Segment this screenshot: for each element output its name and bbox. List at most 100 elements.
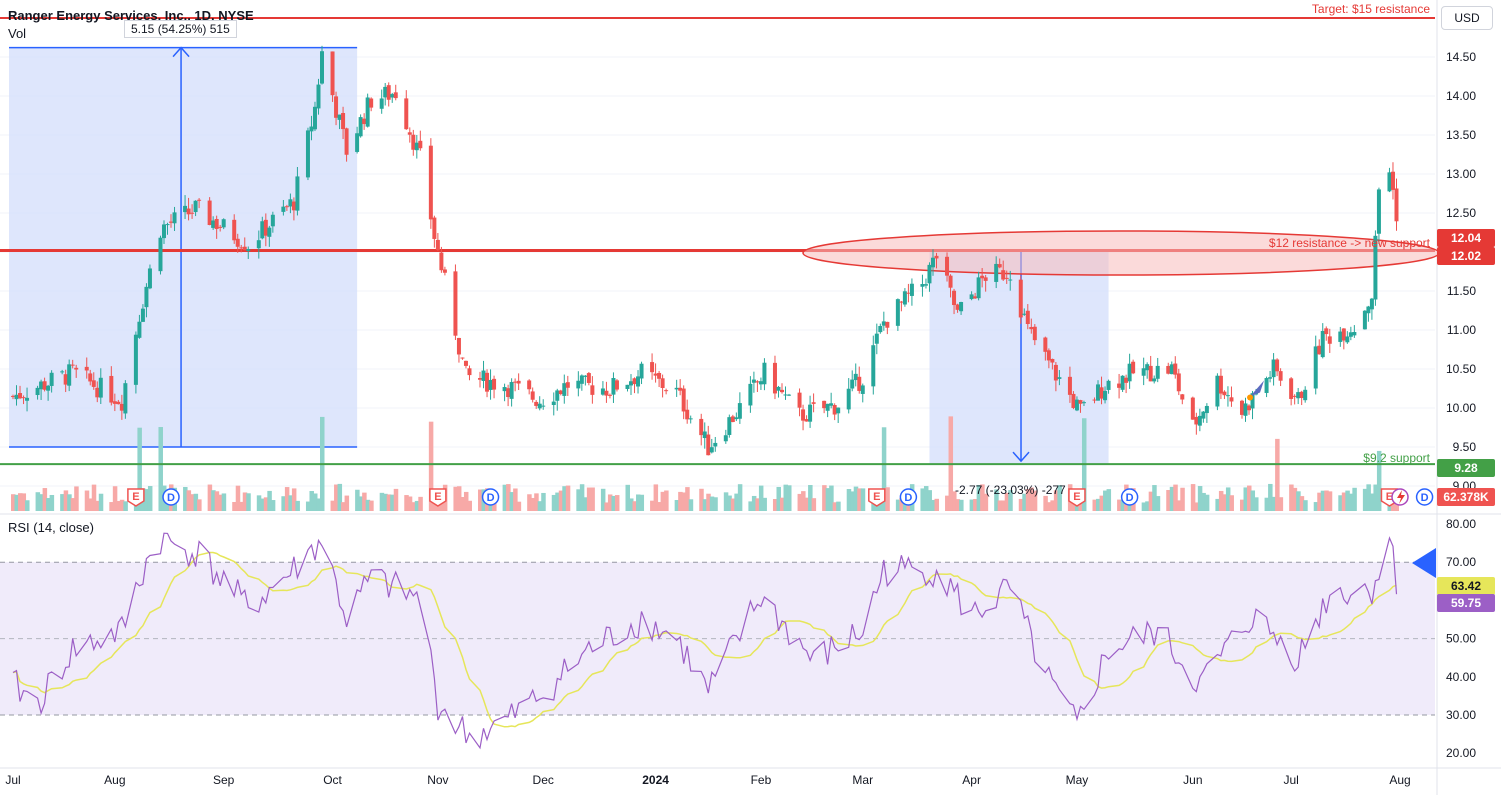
volume-bar [284, 487, 290, 511]
volume-bar [18, 493, 23, 511]
volume-bar [291, 488, 297, 511]
volume-bar [1148, 491, 1154, 511]
volume-bar [418, 496, 423, 511]
candle-body [751, 379, 756, 383]
candle-body [267, 227, 272, 237]
volume-bar [49, 494, 55, 511]
candle-body [411, 134, 416, 150]
volume-bar [808, 485, 813, 511]
volume-bar [629, 498, 634, 511]
candle-body [1071, 393, 1076, 408]
candle-body [18, 393, 23, 399]
candle-body [1092, 399, 1097, 401]
price-tick-label: 14.50 [1446, 50, 1476, 64]
candle-body [1225, 395, 1230, 397]
price-tick-label: 11.00 [1447, 323, 1476, 337]
rsi-tick-label: 50.00 [1446, 632, 1476, 646]
candle-body [1345, 336, 1350, 343]
volume-bar [88, 498, 93, 511]
candle-body [133, 334, 138, 385]
candle-body [1338, 331, 1343, 342]
candle-body [284, 206, 289, 208]
volume-bar [639, 494, 645, 511]
volume-bar [263, 497, 269, 511]
candle-body [537, 403, 542, 409]
volume-bar [1289, 484, 1294, 511]
volume-bar [1271, 496, 1277, 511]
candle-body [516, 380, 521, 384]
volume-bar [190, 494, 195, 511]
candle-body [481, 370, 486, 381]
candle-body [699, 418, 704, 436]
volume-bar [801, 491, 806, 511]
candle-body [291, 201, 296, 211]
candle-body [165, 224, 170, 226]
candle-body [502, 387, 507, 392]
volume-bar [832, 502, 838, 511]
time-tick-label: 2024 [642, 773, 669, 787]
volume-bar [337, 483, 343, 511]
price-tick-label: 14.00 [1446, 89, 1476, 103]
candle-body [625, 384, 630, 389]
volume-bar [1092, 499, 1098, 511]
candle-body [1081, 402, 1086, 404]
volume-bar [783, 484, 789, 511]
volume-bar [1296, 491, 1301, 511]
price-tick-label: 13.00 [1446, 167, 1476, 181]
candle-body [1369, 298, 1374, 310]
candle-body [460, 357, 465, 359]
volume-bar [119, 499, 125, 511]
candle-body [808, 404, 813, 422]
volume-bar [334, 484, 339, 511]
volume-bar [850, 491, 855, 511]
volume-bar [411, 502, 416, 511]
volume-bar [976, 484, 982, 511]
price-tick-label: 10.00 [1446, 401, 1476, 415]
candle-body [1390, 171, 1395, 190]
rsi-badge: 59.75 [1451, 596, 1481, 610]
candle-body [976, 277, 981, 299]
volume-bar [1022, 493, 1027, 511]
candle-body [379, 98, 384, 109]
volume-bar [1180, 487, 1185, 511]
volume-bar [811, 498, 817, 511]
price-badge-1202-bg [1437, 247, 1495, 265]
candle-body [762, 362, 767, 385]
volume-bar [439, 502, 444, 511]
volume-bar [1313, 502, 1319, 511]
volume-bar [1004, 492, 1010, 511]
volume-bar [1046, 502, 1052, 511]
candle-body [390, 94, 395, 98]
volume-bar [478, 489, 483, 511]
candle-body [702, 431, 707, 439]
candle-body [1201, 411, 1206, 419]
candle-body [871, 345, 876, 387]
candle-body [632, 378, 637, 385]
volume-bar [1338, 495, 1343, 511]
volume-bar [183, 486, 188, 511]
candle-body [98, 377, 103, 398]
candle-body [664, 390, 669, 392]
volume-bar [1117, 499, 1122, 511]
candle-body [1004, 277, 1009, 279]
volume-badge: 62.378K [1443, 490, 1489, 504]
candle-body [432, 217, 437, 239]
candle-body [857, 376, 862, 391]
candle-body [393, 92, 398, 99]
volume-bar [632, 501, 638, 511]
candle-body [49, 372, 54, 386]
candle-body [235, 238, 240, 247]
volume-bar [787, 485, 792, 511]
volume-bar [860, 488, 866, 511]
candle-body [829, 403, 834, 406]
currency-selector[interactable]: USD [1441, 6, 1493, 30]
candle-body [1268, 377, 1273, 379]
volume-bar [534, 493, 539, 511]
volume-bar [39, 494, 44, 511]
candle-body [386, 85, 391, 100]
candle-body [84, 366, 89, 371]
candle-body [636, 376, 641, 387]
price-badge-928-bg [1437, 459, 1495, 477]
candle-body [190, 212, 195, 214]
